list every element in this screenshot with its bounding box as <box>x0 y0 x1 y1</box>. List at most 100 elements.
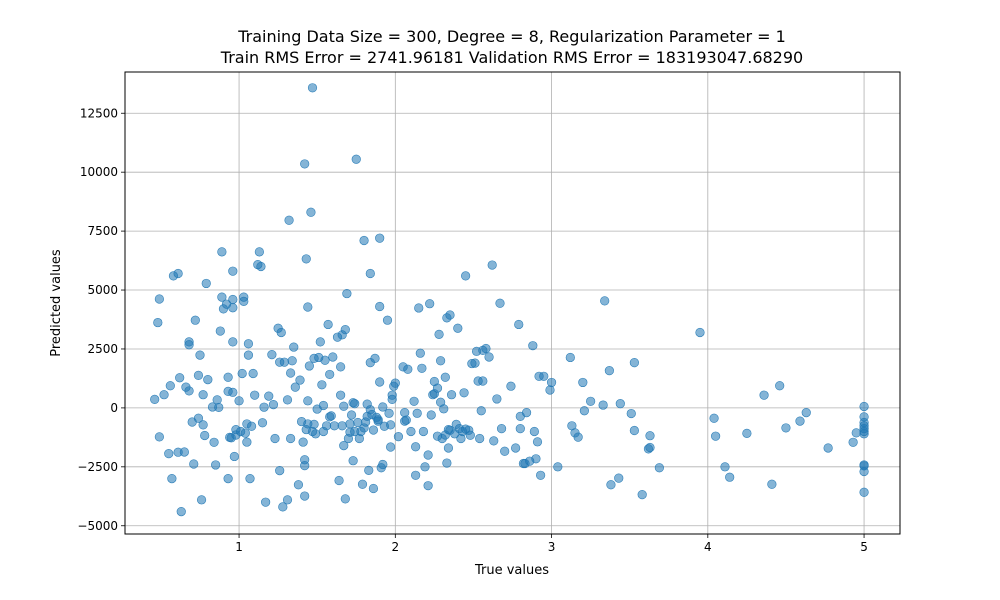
scatter-point <box>401 415 411 425</box>
x-tick-label: 4 <box>704 540 712 554</box>
scatter-point <box>179 447 189 457</box>
scatter-point <box>528 341 538 351</box>
scatter-point <box>386 420 396 430</box>
scatter-point <box>279 357 289 367</box>
scatter-point <box>223 372 233 382</box>
scatter-point <box>386 442 396 452</box>
scatter-point <box>257 418 268 428</box>
scatter-point <box>309 419 319 429</box>
scatter-point <box>384 408 394 418</box>
y-axis-label: Predicted values <box>49 249 64 357</box>
scatter-point <box>150 394 160 405</box>
scatter-point <box>337 421 347 431</box>
scatter-point <box>229 451 239 462</box>
scatter-point <box>393 432 404 442</box>
scatter-point <box>553 462 563 472</box>
scatter-point <box>189 459 199 469</box>
scatter-point <box>859 487 869 497</box>
scatter-point <box>645 431 655 441</box>
scatter-point <box>629 358 639 368</box>
scatter-point <box>348 456 358 466</box>
scatter-point <box>239 292 249 302</box>
scatter-point <box>350 399 360 409</box>
scatter-point <box>190 315 200 325</box>
scatter-point <box>351 154 361 164</box>
scatter-point <box>823 443 833 453</box>
scatter-point <box>654 463 664 473</box>
scatter-point <box>423 450 433 460</box>
scatter-point <box>711 431 721 441</box>
scatter-point <box>439 404 449 414</box>
scatter-point <box>268 399 279 410</box>
scatter-point <box>359 235 369 246</box>
scatter-point <box>436 356 446 366</box>
scatter-point <box>303 302 313 312</box>
scatter-point <box>300 159 310 169</box>
chart-title: Training Data Size = 300, Degree = 8, Re… <box>237 27 786 46</box>
scatter-point <box>282 395 293 405</box>
scatter-point <box>411 470 421 480</box>
scatter-point <box>586 396 596 406</box>
scatter-point <box>243 350 254 360</box>
scatter-point <box>159 390 169 400</box>
scatter-point <box>298 437 308 447</box>
x-axis-ticks: 1 2 3 4 5 <box>235 534 868 554</box>
scatter-point <box>565 352 575 363</box>
scatter-point <box>478 376 488 386</box>
scatter-point <box>270 433 280 444</box>
scatter-point <box>325 369 335 380</box>
scatter-point <box>375 377 385 387</box>
scatter-point <box>859 401 869 412</box>
scatter-point <box>364 465 374 475</box>
scatter-point <box>859 466 869 477</box>
scatter-point <box>276 327 286 338</box>
scatter-point <box>409 396 419 406</box>
scatter-point <box>382 315 393 325</box>
scatter-point <box>290 382 300 392</box>
scatter-point <box>489 436 499 446</box>
y-tick-label: 5000 <box>87 283 118 297</box>
scatter-point <box>154 432 164 442</box>
scatter-point <box>301 254 311 264</box>
scatter-point <box>532 437 543 447</box>
scatter-point <box>709 413 719 423</box>
scatter-point <box>195 350 205 360</box>
scatter-point <box>368 483 379 494</box>
scatter-point <box>426 410 436 420</box>
data-points <box>150 83 869 517</box>
scatter-point <box>242 437 252 447</box>
scatter-point <box>320 355 330 365</box>
scatter-point <box>440 372 450 382</box>
scatter-point <box>248 368 258 379</box>
scatter-point <box>775 381 785 391</box>
scatter-point <box>375 233 385 243</box>
scatter-point <box>317 380 327 390</box>
scatter-point <box>375 301 385 312</box>
scatter-point <box>373 416 383 426</box>
scatter-point <box>318 400 329 411</box>
scatter-point <box>461 271 471 281</box>
scatter-point <box>614 473 624 483</box>
scatter-point <box>531 454 541 464</box>
scatter-point <box>606 480 616 490</box>
scatter-point <box>459 388 469 398</box>
scatter-point <box>412 408 422 418</box>
scatter-point <box>400 408 410 418</box>
scatter-point <box>307 83 318 93</box>
scatter-point <box>289 342 299 352</box>
scatter-point <box>470 358 480 368</box>
scatter-point <box>529 426 539 437</box>
scatter-point <box>334 475 344 486</box>
scatter-point <box>495 298 505 308</box>
scatter-point <box>342 288 352 299</box>
scatter-point <box>173 268 183 279</box>
scatter-point <box>167 474 177 484</box>
scatter-point <box>742 428 752 438</box>
scatter-point <box>209 437 219 447</box>
scatter-point <box>339 441 349 451</box>
scatter-point <box>403 364 413 374</box>
scatter-point <box>417 363 427 373</box>
scatter-point <box>240 428 250 438</box>
scatter-point <box>446 390 457 400</box>
